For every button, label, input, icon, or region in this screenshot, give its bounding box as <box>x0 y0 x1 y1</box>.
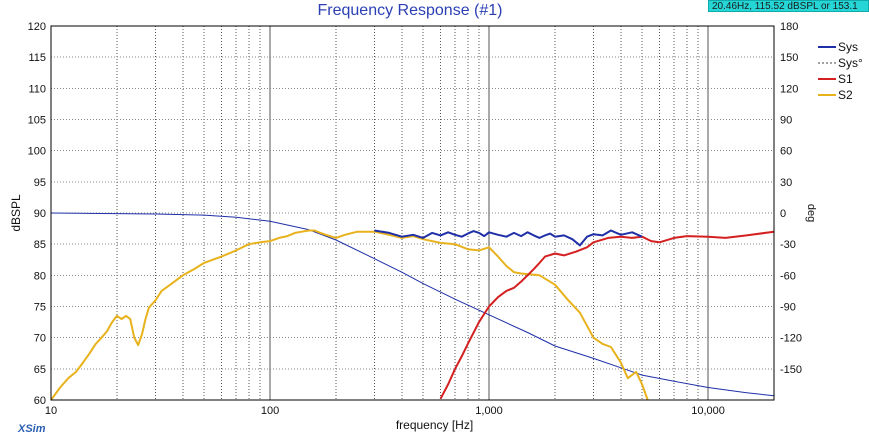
y-tick-label: 110 <box>28 83 46 95</box>
grid <box>50 25 775 401</box>
y-tick-label: 120 <box>28 21 46 33</box>
cursor-readout: 20.46Hz, 115.52 dBSPL or 153.1 <box>708 0 869 12</box>
x-tick-label: 100 <box>261 405 279 417</box>
y2-tick-label: 30 <box>780 177 792 189</box>
y2-tick-label: 180 <box>780 21 798 33</box>
chart-title: Frequency Response (#1) <box>317 2 503 19</box>
y-tick-label: 60 <box>34 395 46 407</box>
x-tick-label: 10 <box>45 405 57 417</box>
legend-entry[interactable]: S2 <box>838 88 853 102</box>
series-group <box>51 212 774 400</box>
y2-tick-label: -30 <box>780 239 796 251</box>
y-axis-left: 60 65 70 75 80 85 90 95 100 105 110 115 120 <box>28 21 46 407</box>
y-tick-label: 105 <box>28 115 46 127</box>
y2-tick-label: 120 <box>780 83 798 95</box>
y2-tick-label: -150 <box>780 364 802 376</box>
app-logo: XSim <box>18 423 46 435</box>
legend-entry[interactable]: S1 <box>838 72 853 86</box>
y2-tick-label: 60 <box>780 146 792 158</box>
y-tick-label: 65 <box>34 364 46 376</box>
y-axis-label-right: deg <box>805 204 817 222</box>
x-axis: 10 100 1,000 10,000 <box>45 405 725 417</box>
y-tick-label: 90 <box>34 208 46 220</box>
legend-entry[interactable]: Sys <box>838 40 858 54</box>
y-tick-label: 95 <box>34 177 46 189</box>
y2-tick-label: -90 <box>780 302 796 314</box>
series-line-sys-phase <box>51 212 774 397</box>
legend[interactable]: Sys Sys° S1 S2 <box>818 40 863 102</box>
y-tick-label: 85 <box>34 239 46 251</box>
y-tick-label: 70 <box>34 333 46 345</box>
y2-tick-label: 150 <box>780 52 798 64</box>
y-tick-label: 80 <box>34 270 46 282</box>
series-line-s1 <box>439 230 774 400</box>
x-tick-label: 1,000 <box>475 405 503 417</box>
y2-tick-label: -120 <box>780 333 802 345</box>
y2-tick-label: -60 <box>780 270 796 282</box>
y2-tick-label: 0 <box>780 208 786 220</box>
plot-frame <box>50 25 775 401</box>
y-tick-label: 115 <box>28 52 46 64</box>
y-axis-label-left: dBSPL <box>9 194 23 232</box>
series-line-s2 <box>51 229 649 400</box>
legend-entry[interactable]: Sys° <box>838 56 863 70</box>
x-axis-label: frequency [Hz] <box>395 418 474 432</box>
y-tick-label: 75 <box>34 302 46 314</box>
y2-tick-label: 90 <box>780 115 792 127</box>
series-line-sys <box>374 229 643 247</box>
y-axis-right: -150 -120 -90 -60 -30 0 30 60 90 120 150 180 <box>780 21 802 376</box>
y-tick-label: 100 <box>28 146 46 158</box>
x-tick-label: 10,000 <box>691 405 725 417</box>
